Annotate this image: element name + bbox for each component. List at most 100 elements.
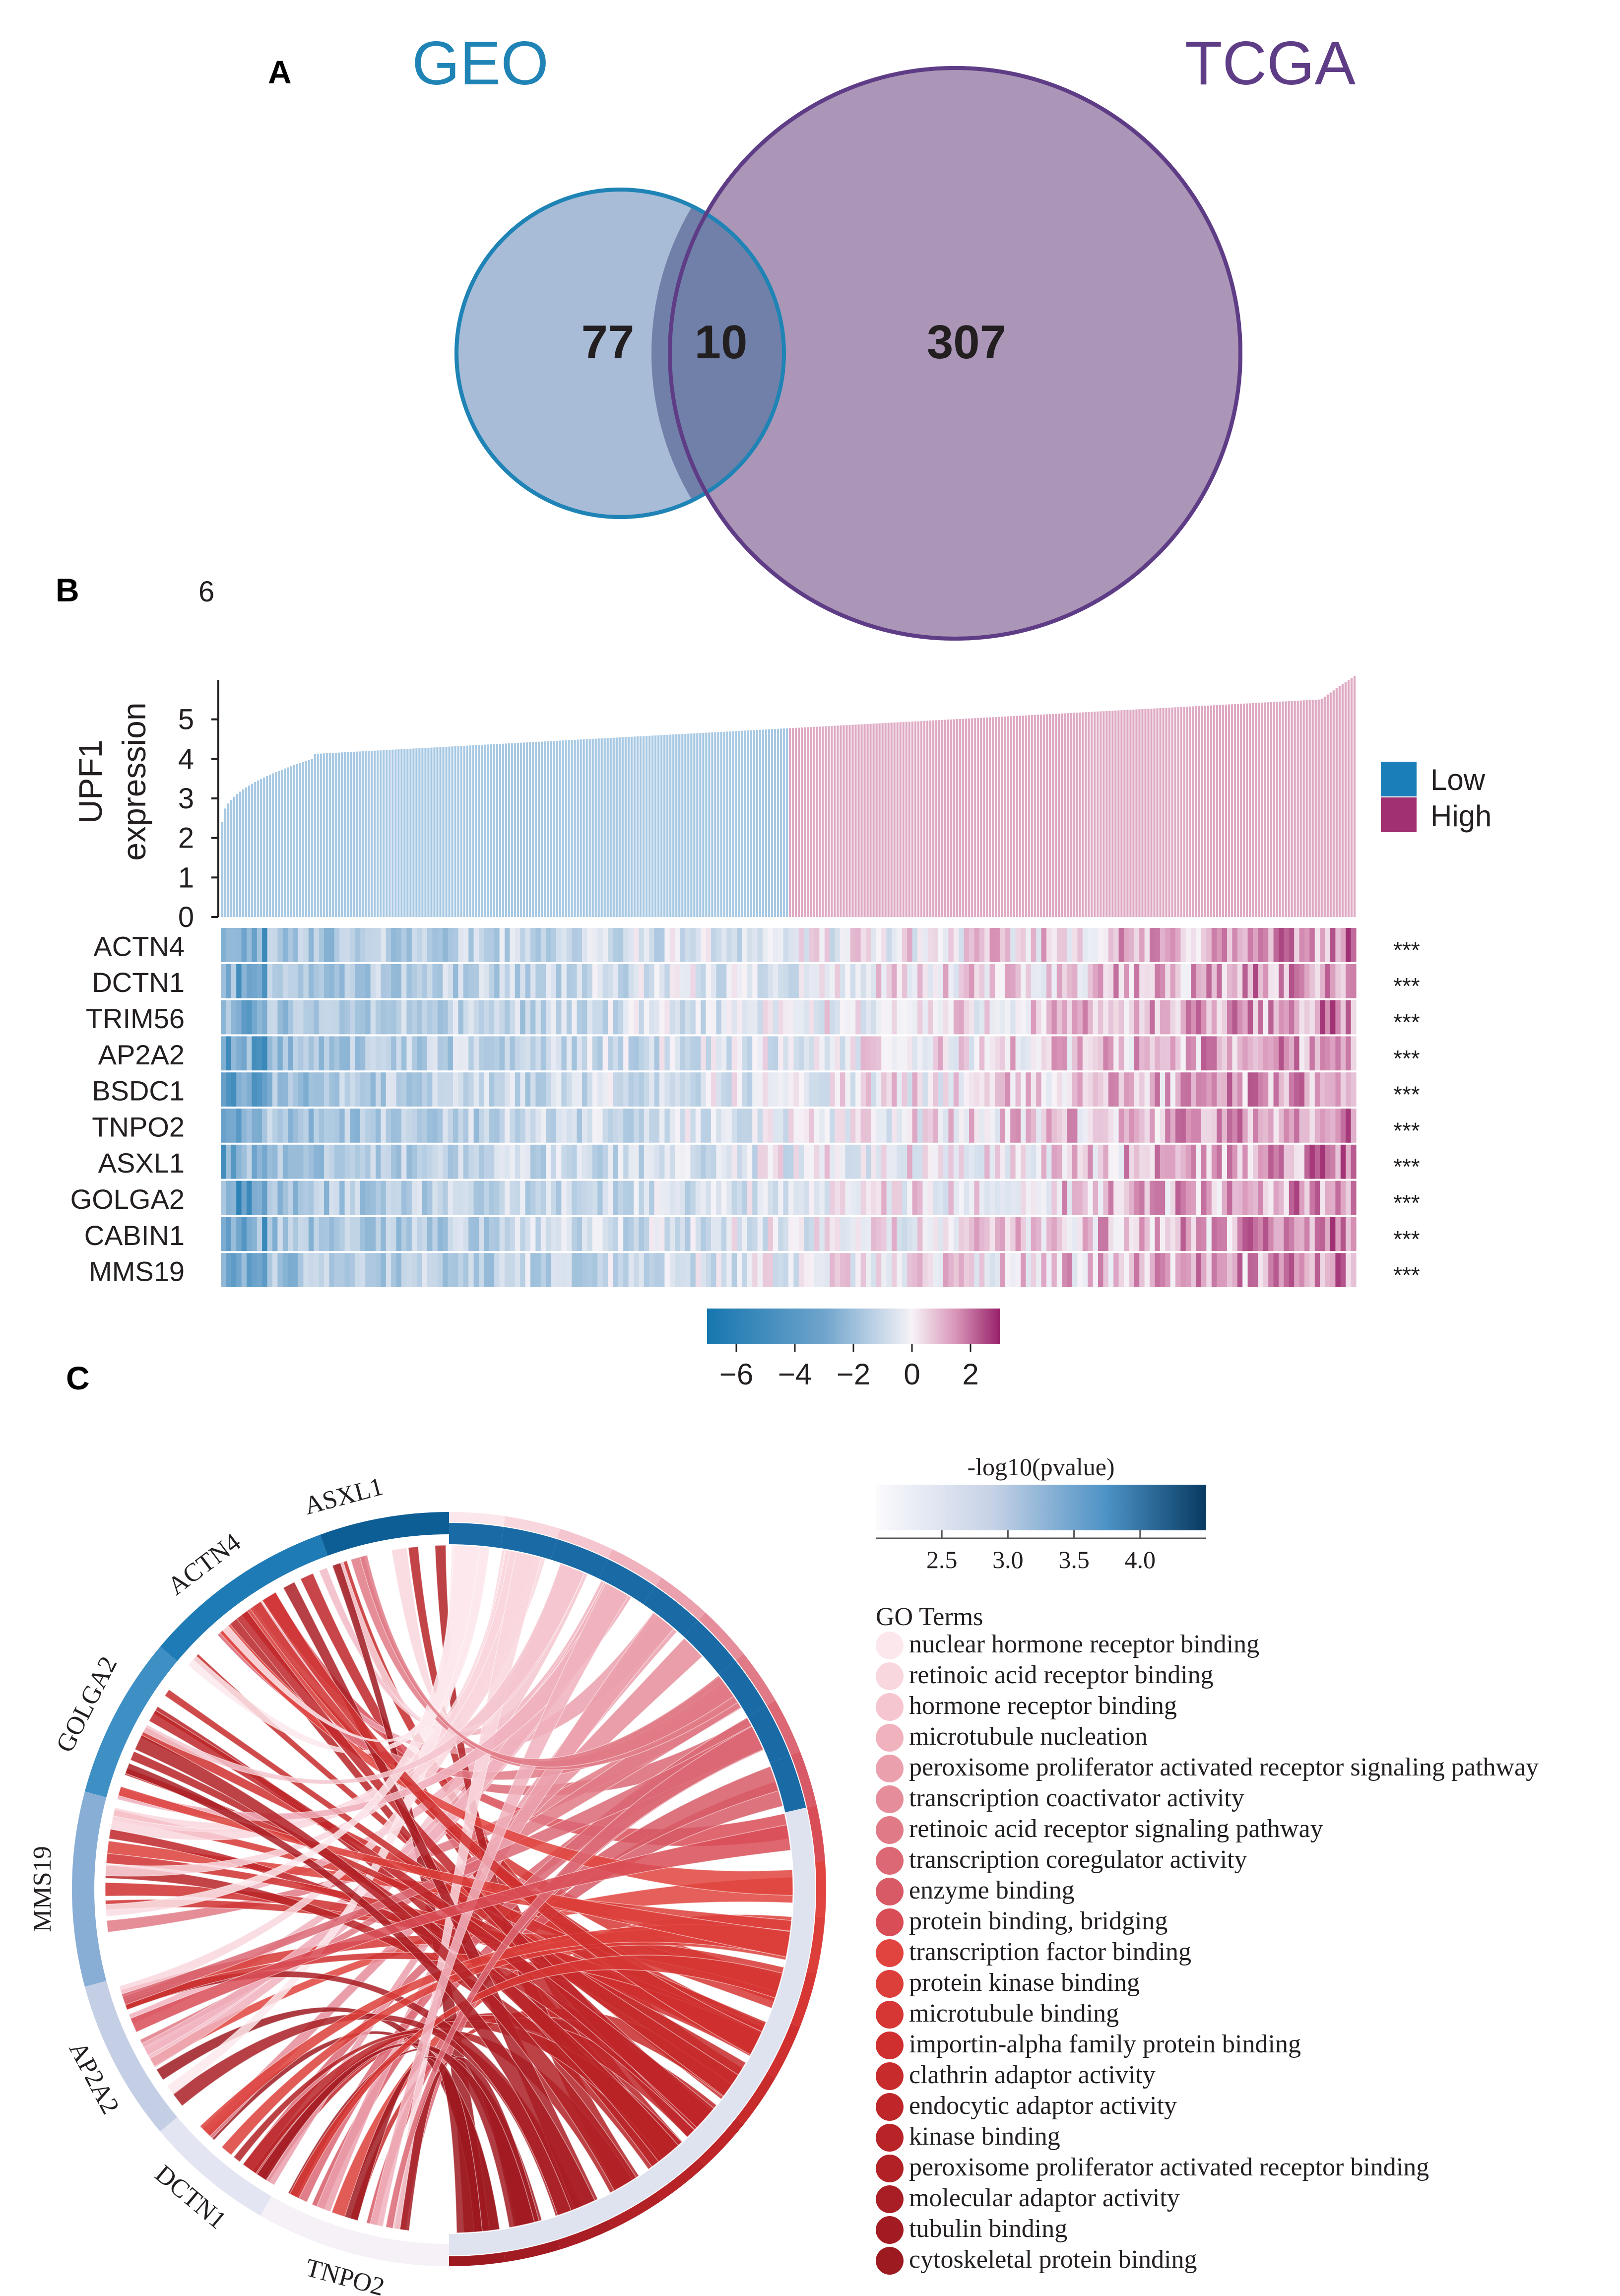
heatmap-cell xyxy=(381,1000,387,1035)
heatmap-cell xyxy=(1077,1000,1083,1035)
heatmap-cell xyxy=(308,1217,314,1251)
heatmap-cell xyxy=(1113,1036,1119,1071)
heatmap-cell xyxy=(391,1181,397,1215)
heatmap-cell xyxy=(995,928,1000,962)
heatmap-cell xyxy=(546,1000,552,1035)
go-legend-swatch xyxy=(876,2062,904,2090)
heatmap-cell xyxy=(587,1000,593,1035)
heatmap-cell xyxy=(1299,1000,1305,1035)
heatmap-cell xyxy=(804,1144,810,1179)
heatmap-cell xyxy=(525,1000,531,1035)
heatmap-cell xyxy=(453,1253,458,1287)
heatmap-cell xyxy=(886,1253,892,1287)
heatmap-cell xyxy=(252,1217,258,1251)
heatmap-cell xyxy=(1103,1217,1109,1251)
heatmap-cell xyxy=(1299,1181,1305,1215)
heatmap-cell xyxy=(989,964,995,998)
heatmap-cell xyxy=(623,1217,629,1251)
heatmap-cell xyxy=(221,1000,226,1035)
heatmap-cell xyxy=(680,1036,686,1071)
heatmap-cell xyxy=(272,928,278,962)
heatmap-cell xyxy=(664,1072,670,1107)
heatmap-cell xyxy=(1118,1072,1124,1107)
heatmap-cell xyxy=(453,1181,458,1215)
heatmap-cell xyxy=(927,1181,933,1215)
heatmap-cell xyxy=(226,1253,232,1287)
heatmap-cell xyxy=(969,1072,974,1107)
heatmap-cell xyxy=(731,1109,737,1143)
heatmap-cell xyxy=(1289,1181,1295,1215)
heatmap-cell xyxy=(566,1072,572,1107)
heatmap-cell xyxy=(458,1036,464,1071)
heatmap-cell xyxy=(303,1217,309,1251)
heatmap-cell xyxy=(1314,1072,1320,1107)
heatmap-cell xyxy=(788,1000,794,1035)
heatmap-cell xyxy=(1294,1253,1300,1287)
heatmap-cell xyxy=(669,1253,675,1287)
heatmap-cell xyxy=(984,964,990,998)
chord-ribbon xyxy=(134,1734,637,2191)
heatmap-cell xyxy=(1289,1217,1295,1251)
heatmap-cell xyxy=(737,1253,742,1287)
heatmap-cell xyxy=(314,1253,320,1287)
heatmap-cell xyxy=(835,1144,841,1179)
heatmap-cell xyxy=(602,1000,608,1035)
heatmap-cell xyxy=(922,1072,928,1107)
heatmap-cell xyxy=(1139,1109,1145,1143)
heatmap-cell xyxy=(1036,1144,1042,1179)
heatmap-cell xyxy=(592,1144,598,1179)
heatmap-cell xyxy=(1237,1253,1243,1287)
heatmap-cell xyxy=(1077,1217,1083,1251)
heatmap-cell xyxy=(344,928,350,962)
heatmap-cell xyxy=(401,1000,407,1035)
heatmap-cell xyxy=(974,1036,980,1071)
heatmap-cell xyxy=(236,1109,242,1143)
heatmap-cell xyxy=(1232,1181,1238,1215)
heatmap-cell xyxy=(1103,1036,1109,1071)
heatmap-cell xyxy=(422,928,428,962)
heatmap-cell xyxy=(866,1181,871,1215)
heatmap-cell xyxy=(1103,1181,1109,1215)
bar-y-tick-label: 1 xyxy=(178,861,194,894)
heatmap-cell xyxy=(556,1072,562,1107)
heatmap-cell xyxy=(247,1072,252,1107)
heatmap-cell xyxy=(1309,1217,1315,1251)
heatmap-cell xyxy=(1227,928,1232,962)
heatmap-cell xyxy=(675,1217,681,1251)
heatmap-cell xyxy=(1093,1072,1099,1107)
heatmap-cell xyxy=(1253,1144,1258,1179)
heatmap-cell xyxy=(350,1217,355,1251)
heatmap-cell xyxy=(830,964,836,998)
heatmap-cell xyxy=(329,1144,335,1179)
heatmap-cell xyxy=(969,1000,974,1035)
chord-term-arc xyxy=(815,1861,826,1917)
heatmap-cell xyxy=(267,1072,273,1107)
heatmap-cell xyxy=(804,1036,810,1071)
heatmap-cell xyxy=(396,1217,402,1251)
heatmap-cell xyxy=(897,1036,903,1071)
heatmap-cell xyxy=(1325,1109,1331,1143)
heatmap-cell xyxy=(324,1144,329,1179)
heatmap-cell xyxy=(639,928,645,962)
heatmap-cell xyxy=(613,1000,619,1035)
heatmap-cell xyxy=(1314,1217,1320,1251)
heatmap-cell xyxy=(386,1253,391,1287)
heatmap-cell xyxy=(1335,1036,1341,1071)
heatmap-cell xyxy=(752,964,758,998)
heatmap-cell xyxy=(1010,928,1016,962)
heatmap-cell xyxy=(1093,1217,1099,1251)
heatmap-cell xyxy=(365,1109,371,1143)
heatmap-cell xyxy=(1309,1109,1315,1143)
heatmap-cell xyxy=(540,1144,546,1179)
heatmap-cell xyxy=(1155,1072,1161,1107)
heatmap-cell xyxy=(247,1253,252,1287)
heatmap-cell xyxy=(1314,1109,1320,1143)
heatmap-cell xyxy=(1124,1072,1129,1107)
heatmap-cell xyxy=(824,928,830,962)
heatmap-cell xyxy=(1088,1217,1094,1251)
heatmap-cell xyxy=(1093,1000,1099,1035)
heatmap-cell xyxy=(1351,1072,1357,1107)
chord-term-pvalue-arc xyxy=(500,1527,557,1560)
heatmap-cell xyxy=(473,1253,479,1287)
heatmap-cell xyxy=(1015,1253,1021,1287)
